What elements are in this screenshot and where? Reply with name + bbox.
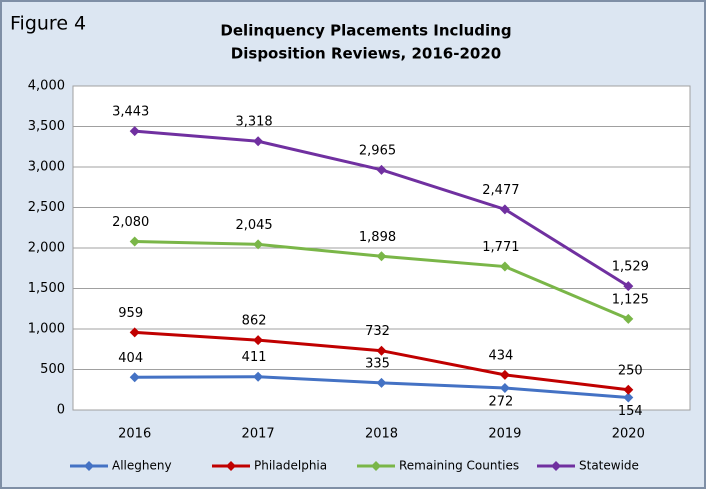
- data-label: 404: [118, 351, 143, 366]
- data-label: 1,771: [482, 240, 519, 255]
- y-tick-label: 1,000: [28, 322, 65, 337]
- point: [129, 327, 140, 338]
- point: [253, 136, 264, 147]
- x-tick-label: 2016: [118, 427, 151, 442]
- legend-marker: [84, 461, 94, 471]
- data-label: 411: [242, 350, 267, 365]
- data-label: 732: [365, 324, 390, 339]
- x-tick-label: 2017: [242, 427, 275, 442]
- data-label: 272: [488, 394, 513, 409]
- data-label: 3,318: [235, 115, 272, 130]
- point: [253, 371, 264, 382]
- y-tick-label: 0: [57, 403, 65, 418]
- legend-marker: [226, 461, 236, 471]
- y-tick-label: 1,500: [28, 281, 65, 296]
- y-tick-label: 3,000: [28, 160, 65, 175]
- point: [253, 239, 264, 250]
- point: [376, 377, 387, 388]
- data-label: 959: [118, 306, 143, 321]
- point: [499, 369, 510, 380]
- legend-label: Statewide: [579, 459, 639, 473]
- point: [129, 236, 140, 247]
- data-label: 434: [488, 348, 513, 363]
- data-label: 2,477: [482, 183, 519, 198]
- point: [129, 126, 140, 137]
- x-tick-label: 2019: [488, 427, 521, 442]
- legend-label: Philadelphia: [254, 459, 327, 473]
- point: [623, 313, 634, 324]
- y-tick-label: 4,000: [28, 79, 65, 94]
- data-label: 3,443: [112, 105, 149, 120]
- legend-label: Remaining Counties: [399, 459, 519, 473]
- point: [499, 261, 510, 272]
- point: [623, 392, 634, 403]
- x-tick-label: 2018: [365, 427, 398, 442]
- data-label: 1,125: [612, 292, 649, 307]
- point: [253, 335, 264, 346]
- y-tick-label: 2,500: [28, 200, 65, 215]
- point: [129, 372, 140, 383]
- data-label: 2,965: [359, 143, 396, 158]
- data-label: 2,080: [112, 215, 149, 230]
- data-label: 2,045: [235, 218, 272, 233]
- chart-title: Disposition Reviews, 2016-2020: [231, 45, 501, 63]
- chart-title: Delinquency Placements Including: [220, 22, 511, 40]
- data-label: 1,529: [612, 260, 649, 275]
- figure-label: Figure 4: [10, 13, 86, 35]
- point: [376, 345, 387, 356]
- y-tick-label: 2,000: [28, 241, 65, 256]
- data-label: 335: [365, 356, 390, 371]
- data-label: 1,898: [359, 230, 396, 245]
- legend-marker: [551, 461, 561, 471]
- legend-label: Allegheny: [112, 459, 172, 473]
- point: [623, 281, 634, 292]
- point: [499, 382, 510, 393]
- x-tick-label: 2020: [612, 427, 645, 442]
- point: [376, 164, 387, 175]
- y-tick-label: 500: [40, 362, 65, 377]
- y-tick-label: 3,500: [28, 119, 65, 134]
- data-label: 250: [618, 363, 643, 378]
- legend-marker: [371, 461, 381, 471]
- point: [623, 384, 634, 395]
- point: [499, 204, 510, 215]
- data-label: 154: [618, 404, 643, 419]
- data-label: 862: [242, 314, 267, 329]
- point: [376, 251, 387, 262]
